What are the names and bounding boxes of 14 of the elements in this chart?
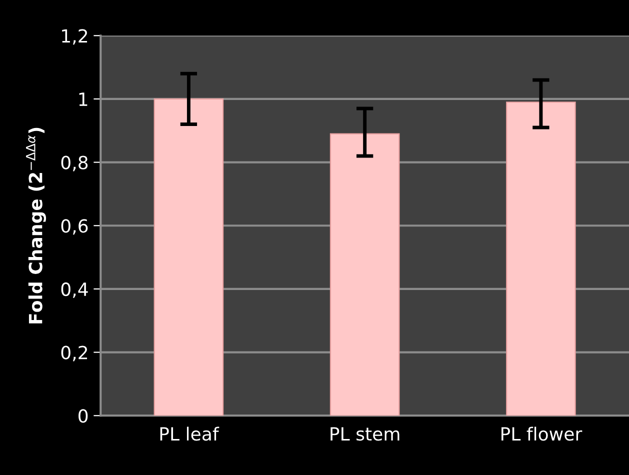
y-tick-label: 0,4 <box>61 282 88 298</box>
bar <box>330 133 400 416</box>
x-tick-label: PL flower <box>502 426 582 441</box>
x-tick-label: PL leaf <box>160 426 220 441</box>
y-tick-label: 0,8 <box>61 156 88 172</box>
x-tick-label: PL stem <box>330 427 400 441</box>
bar <box>154 98 224 416</box>
y-tick-label: 0,6 <box>61 219 88 235</box>
y-tick-label: 1,2 <box>62 29 88 45</box>
y-tick-label: 0 <box>78 409 88 423</box>
bar <box>506 102 576 416</box>
y-axis-title: Fold Change (2$^{−ΔΔα}$) <box>26 128 46 324</box>
y-tick-label: 0,2 <box>61 346 88 362</box>
y-tick-label: 1 <box>79 92 88 106</box>
